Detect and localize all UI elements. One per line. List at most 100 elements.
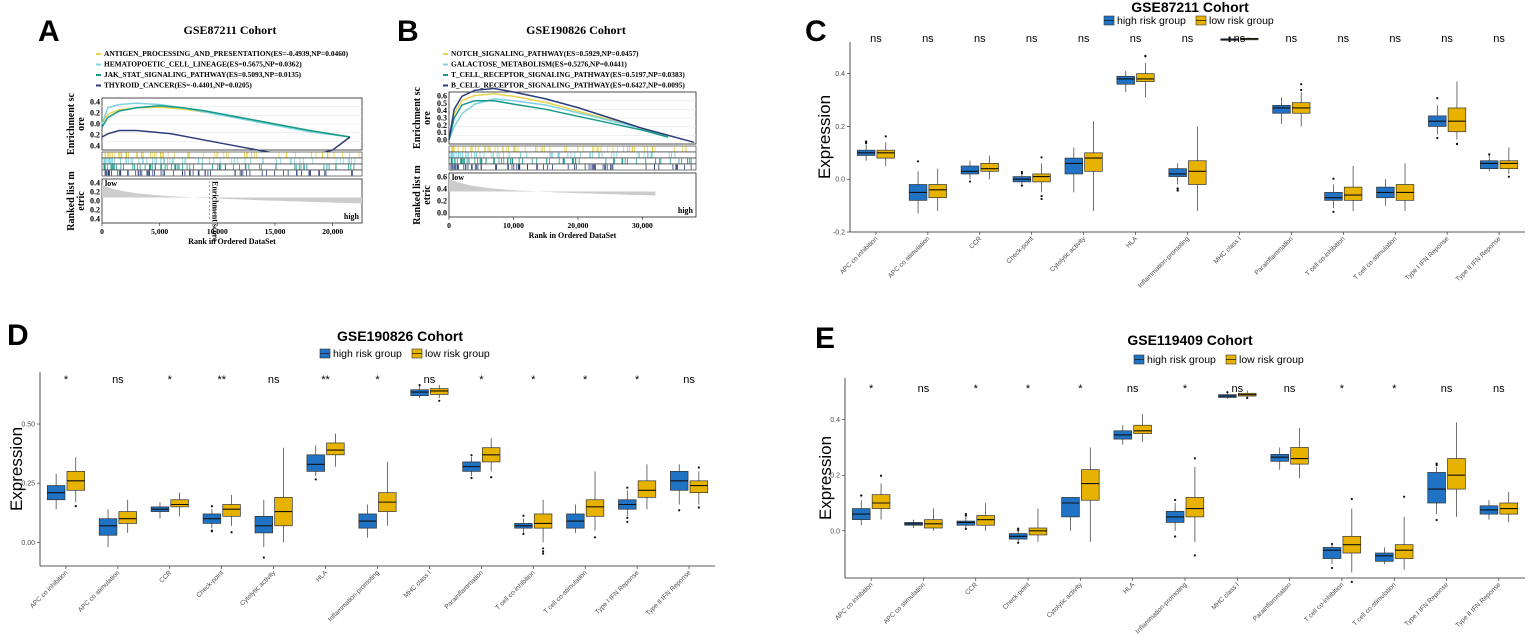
gsea-es-curve xyxy=(101,105,351,138)
box-low-12 xyxy=(637,480,657,498)
box-outlier xyxy=(418,383,421,387)
gsea-low-label: low xyxy=(452,173,464,182)
gsea-ytick: 0.4 xyxy=(437,106,447,115)
box-outlier xyxy=(1300,88,1303,92)
box-xtick: Inflammation-promoting xyxy=(1137,235,1191,289)
gsea-xlabel: Rank in Ordered DataSet xyxy=(188,237,276,246)
box-ytick: 0.0 xyxy=(830,528,840,535)
box-outlier xyxy=(74,505,77,508)
box-outlier xyxy=(522,514,525,517)
box-outlier xyxy=(438,399,441,402)
box-significance: ns xyxy=(1493,33,1505,45)
box-outlier xyxy=(964,514,967,517)
box-outlier xyxy=(1174,535,1177,538)
gsea-legend-entry: B_CELL_RECEPTOR_SIGNALING_PATHWAY(ES=0.6… xyxy=(451,81,685,90)
gsea-ytick: 0.5 xyxy=(437,99,447,108)
box-xtick: Check-point xyxy=(1005,235,1035,265)
box-outlier xyxy=(1330,566,1334,570)
box-high-10 xyxy=(1322,547,1342,559)
box-low-4 xyxy=(1032,173,1051,183)
box-high-5 xyxy=(1061,497,1080,518)
box-xtick: T cell co-stimulation xyxy=(1353,235,1399,281)
box-low-7 xyxy=(1188,160,1207,185)
gsea-hit-row xyxy=(448,163,697,171)
box-significance: ns xyxy=(1234,33,1246,45)
box-xtick: Inflammation-promoting xyxy=(327,569,381,623)
box-xtick: CCR xyxy=(968,235,983,250)
box-outlier xyxy=(1436,97,1439,100)
box-significance: * xyxy=(974,383,979,395)
box-low-4 xyxy=(1028,527,1048,536)
legend-high-label: high risk group xyxy=(1117,15,1186,27)
box-low-6 xyxy=(1133,424,1152,434)
gsea-zero-cross-label: Enrichment score xyxy=(210,181,219,242)
box-outlier xyxy=(470,454,473,457)
box-significance: ns xyxy=(974,33,986,45)
box-xtick: CCR xyxy=(158,569,173,584)
box-xtick: Type II IFN Reponse xyxy=(1455,235,1503,283)
box-significance: ns xyxy=(1389,33,1401,45)
box-ylabel-E: Expression xyxy=(816,436,835,520)
box-outlier xyxy=(1040,194,1043,198)
box-low-4 xyxy=(222,504,241,517)
box-significance: ns xyxy=(1078,33,1090,45)
box-low-5 xyxy=(1081,469,1100,501)
gsea-ytick: 0.1 xyxy=(437,128,447,137)
box-low-11 xyxy=(1394,544,1414,559)
gsea-rank-area xyxy=(449,179,656,196)
box-outlier xyxy=(262,556,265,559)
gsea-legend-entry: ANTIGEN_PROCESSING_AND_PRESENTATION(ES=-… xyxy=(104,49,349,58)
box-low-12 xyxy=(1447,458,1466,490)
gsea-rank-ytick: 0.2 xyxy=(437,197,447,206)
box-significance: ns xyxy=(1026,33,1038,45)
gsea-ytick: 0.2 xyxy=(90,109,100,118)
box-xtick: Check-point xyxy=(1002,581,1032,611)
box-outlier xyxy=(626,516,629,519)
box-ytick: 0.2 xyxy=(835,124,845,131)
box-ytick: 0.00 xyxy=(21,540,35,547)
box-outlier xyxy=(1228,40,1231,43)
legend-low-label: low risk group xyxy=(1239,354,1304,366)
gsea-ytick: 0.2 xyxy=(437,121,447,130)
box-outlier xyxy=(541,552,545,555)
box-ytick: 0.4 xyxy=(835,71,845,78)
box-xtick: HLA xyxy=(1122,581,1136,595)
box-low-7 xyxy=(1185,497,1205,518)
box-significance: ns xyxy=(268,374,280,386)
gsea-rank-ytick: 0.0 xyxy=(90,197,100,206)
gsea-legend-A xyxy=(102,50,362,96)
box-outlier xyxy=(210,529,214,532)
box-significance: ns xyxy=(870,33,882,45)
gsea-legend-entry: NOTCH_SIGNALING_PATHWAY(ES=0.5929,NP=0.0… xyxy=(451,49,639,58)
box-xtick: Parainflammation xyxy=(444,569,485,610)
panel-label-B: B xyxy=(397,15,419,48)
box-outlier xyxy=(865,142,868,145)
box-outlier xyxy=(1144,54,1147,57)
box-outlier xyxy=(1040,156,1043,159)
box-outlier xyxy=(522,532,525,536)
box-outlier xyxy=(1455,142,1459,146)
gsea-xtick: 20,000 xyxy=(322,227,343,236)
box-high-12 xyxy=(1427,472,1446,504)
box-outlier xyxy=(916,160,920,163)
box-high-10 xyxy=(1324,192,1343,201)
box-significance: ns xyxy=(112,374,124,386)
gsea-rank-ytick: 0.4 xyxy=(90,215,100,224)
gsea-rank-ytick: 0.2 xyxy=(90,188,100,197)
box-outlier xyxy=(314,478,317,481)
gsea-xtick: 5,000 xyxy=(151,227,168,236)
gsea-xtick: 10,000 xyxy=(207,227,228,236)
gsea-xtick: 10,000 xyxy=(503,221,524,230)
box-low-1 xyxy=(871,494,891,509)
box-outlier xyxy=(884,135,887,138)
box-xtick: Type II IFN Reponse xyxy=(1455,581,1503,629)
box-outlier xyxy=(964,527,967,530)
box-outlier xyxy=(1017,527,1020,530)
box-xtick: T cell co-inhibition xyxy=(1303,581,1345,623)
box-low-5 xyxy=(1084,152,1103,172)
panel-label-A: A xyxy=(38,15,60,48)
box-low-10 xyxy=(1343,186,1363,201)
box-xtick: Type II IFN Reponse xyxy=(645,569,693,617)
box-ytick: 0.25 xyxy=(21,481,35,488)
box-significance: ns xyxy=(1130,33,1142,45)
